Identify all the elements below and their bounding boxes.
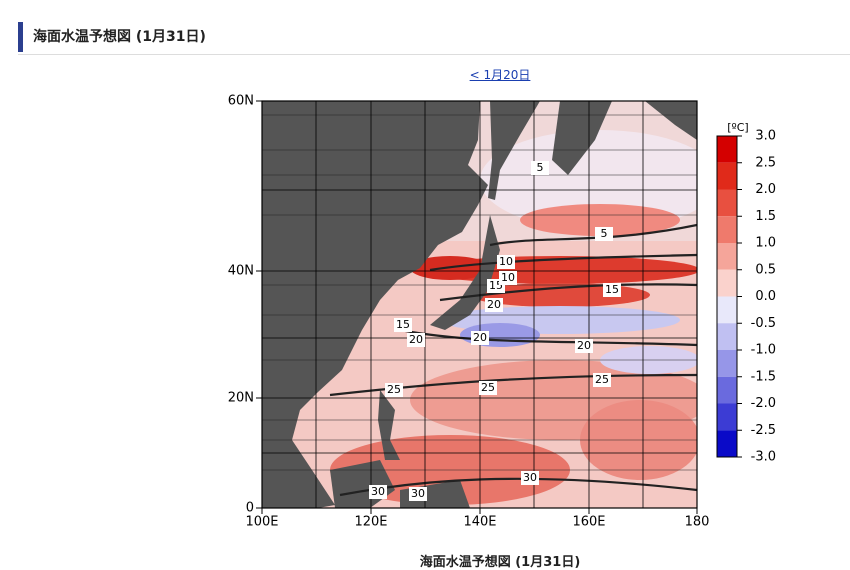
- prev-link[interactable]: < 1月20日: [469, 68, 531, 82]
- lat-label: 40N: [228, 264, 254, 279]
- colorbar-step: [717, 376, 737, 404]
- colorbar-label: -2.5: [751, 423, 776, 438]
- contour-label-bg: [595, 227, 613, 241]
- contour-label: 30: [371, 485, 385, 498]
- lon-label: 180: [685, 515, 710, 530]
- contour-label: 30: [411, 487, 425, 500]
- colorbar-unit: [ºC]: [727, 121, 748, 134]
- lat-label: 60N: [228, 94, 254, 109]
- colorbar-step: [717, 162, 737, 190]
- lon-label: 160E: [572, 515, 605, 530]
- colorbar-step: [717, 403, 737, 431]
- colorbar-label: 2.5: [755, 155, 776, 170]
- contour-label: 10: [501, 271, 515, 284]
- colorbar-label: 0.5: [755, 262, 776, 277]
- colorbar-label: -1.0: [751, 343, 776, 358]
- divider: [18, 54, 850, 55]
- contour-label: 20: [487, 298, 501, 311]
- nav-bar: < 1月20日: [0, 66, 850, 83]
- contour-label-bg: [485, 298, 503, 312]
- contour-label: 5: [601, 227, 608, 240]
- colorbar-step: [717, 323, 737, 350]
- colorbar-label: 0.0: [755, 289, 776, 304]
- contour-label-bg: [471, 331, 489, 345]
- colorbar-label: -3.0: [751, 450, 776, 465]
- lon-label: 100E: [245, 515, 278, 530]
- contour-label: 5: [537, 161, 544, 174]
- colorbar-label: 1.5: [755, 209, 776, 224]
- contour-label: 30: [523, 471, 537, 484]
- contour-label: 10: [499, 255, 513, 268]
- contour-label-bg: [385, 383, 403, 397]
- colorbar-label: -0.5: [751, 316, 776, 331]
- contour-label-bg: [499, 271, 517, 285]
- colorbar-step: [717, 269, 737, 297]
- contour-label-bg: [369, 485, 387, 499]
- colorbar-label: 3.0: [755, 129, 776, 144]
- colorbar-label: 1.0: [755, 236, 776, 251]
- section-title: 海面水温予想図 (1月31日): [18, 22, 206, 52]
- colorbar-step: [717, 243, 737, 270]
- colorbar-step: [717, 350, 737, 377]
- contour-label-bg: [394, 318, 412, 332]
- contour-label-bg: [593, 373, 611, 387]
- contour-label-bg: [603, 283, 621, 297]
- lon-label: 120E: [354, 515, 387, 530]
- colorbar-step: [717, 136, 737, 163]
- contour-label: 15: [396, 318, 410, 331]
- contour-label-bg: [575, 339, 593, 353]
- lat-label: 20N: [228, 391, 254, 406]
- contour-label: 25: [595, 373, 609, 386]
- colorbar-label: 2.0: [755, 182, 776, 197]
- contour-label-bg: [409, 487, 427, 501]
- caption: 海面水温予想図 (1月31日): [419, 555, 581, 570]
- colorbar-label: -1.5: [751, 369, 776, 384]
- contour-label-bg: [407, 333, 425, 347]
- contour-label: 25: [387, 383, 401, 396]
- contour-label-bg: [497, 255, 515, 269]
- contour-label: 20: [473, 331, 487, 344]
- contour-label-bg: [531, 161, 549, 175]
- contour-label-bg: [479, 381, 497, 395]
- contour-label-bg: [521, 471, 539, 485]
- map-field: [262, 101, 697, 508]
- colorbar-step: [717, 296, 737, 324]
- contour-label: 20: [577, 339, 591, 352]
- colorbar-step: [717, 189, 737, 217]
- lon-label: 140E: [463, 515, 496, 530]
- contour-label: 20: [409, 333, 423, 346]
- colorbar-step: [717, 216, 737, 243]
- colorbar-label: -2.0: [751, 396, 776, 411]
- lat-label: 0: [246, 501, 254, 516]
- colorbar-step: [717, 430, 737, 457]
- contour-label: 25: [481, 381, 495, 394]
- contour-label: 15: [605, 283, 619, 296]
